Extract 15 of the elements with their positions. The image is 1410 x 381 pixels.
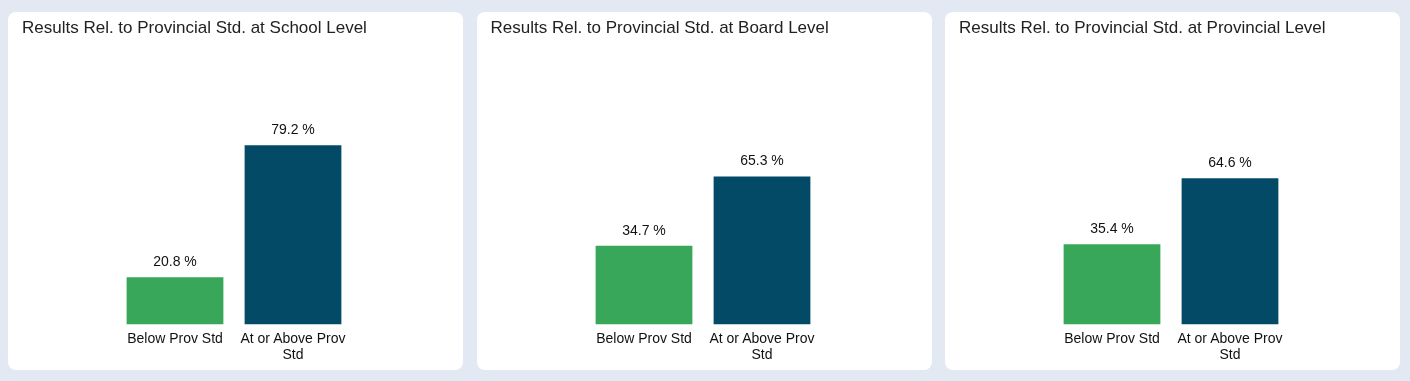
x-tick-label: At or Above Prov Std — [240, 329, 346, 363]
data-label: 65.3 % — [739, 152, 784, 169]
x-tick-label: At or Above Prov Std — [708, 329, 815, 363]
chart-title: Results Rel. to Provincial Std. at Provincial Level — [959, 18, 1326, 38]
x-tick-label: Below Prov Std — [595, 329, 692, 346]
data-label: 34.7 % — [621, 221, 666, 238]
x-tick-label: Below Prov Std — [1064, 329, 1160, 346]
x-tick-label: Below Prov Std — [127, 329, 223, 346]
data-label: 35.4 % — [1090, 220, 1134, 237]
chart-title: Results Rel. to Provincial Std. at Board Level — [490, 18, 829, 38]
data-label: 20.8 % — [153, 253, 197, 270]
data-label: 64.6 % — [1208, 154, 1252, 171]
chart-title: Results Rel. to Provincial Std. at School Level — [22, 18, 367, 38]
data-label: 79.2 % — [271, 121, 315, 137]
x-tick-label: At or Above Prov Std — [1177, 329, 1283, 363]
